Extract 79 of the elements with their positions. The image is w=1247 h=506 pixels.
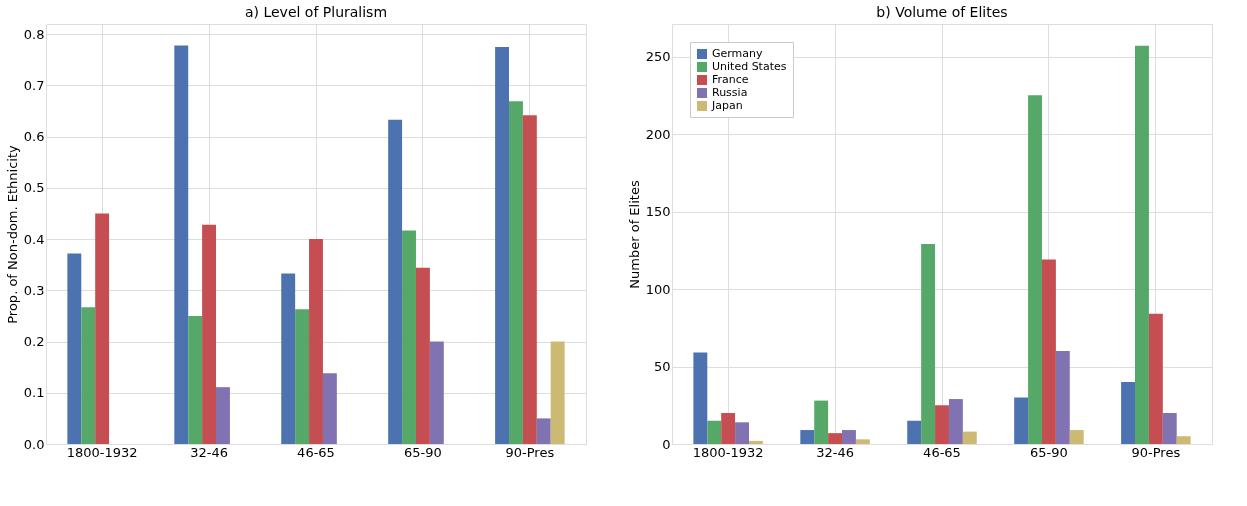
bar bbox=[735, 422, 749, 444]
y-tick-label: 0.5 bbox=[23, 180, 45, 196]
x-tick-label: 65-90 bbox=[404, 444, 442, 460]
bar bbox=[67, 253, 82, 444]
bar bbox=[550, 341, 565, 444]
x-tick-label: 90-Pres bbox=[505, 444, 555, 460]
bar bbox=[202, 224, 217, 444]
y-tick-label: 0.1 bbox=[23, 385, 45, 401]
bar bbox=[1148, 313, 1163, 444]
y-axis-title: Number of Elites bbox=[626, 180, 642, 289]
bar bbox=[1176, 436, 1191, 444]
bar bbox=[522, 115, 537, 444]
bar bbox=[1014, 397, 1029, 444]
bar bbox=[415, 267, 430, 444]
bar bbox=[721, 413, 736, 444]
bar bbox=[81, 307, 96, 444]
y-tick-label: 100 bbox=[645, 281, 671, 297]
bar bbox=[174, 45, 189, 444]
bar bbox=[322, 373, 337, 444]
bar bbox=[921, 244, 936, 444]
x-tick-label: 1800-1932 bbox=[692, 444, 764, 460]
y-tick-label: 0.6 bbox=[23, 129, 45, 145]
bar bbox=[842, 430, 856, 444]
bar bbox=[536, 418, 551, 444]
bar bbox=[429, 341, 444, 444]
bar bbox=[948, 399, 963, 444]
bar bbox=[693, 352, 708, 444]
legend-label: Japan bbox=[711, 99, 743, 112]
x-tick-label: 32-46 bbox=[190, 444, 228, 460]
x-tick-label: 1800-1932 bbox=[66, 444, 138, 460]
bar bbox=[1135, 45, 1149, 444]
bar bbox=[828, 433, 843, 444]
bar bbox=[281, 273, 296, 444]
bar bbox=[188, 315, 203, 444]
bar bbox=[800, 430, 815, 444]
bar bbox=[748, 440, 763, 444]
bar bbox=[707, 420, 722, 444]
x-tick-label: 46-65 bbox=[297, 444, 335, 460]
bar bbox=[309, 239, 323, 444]
y-tick-label: 50 bbox=[653, 359, 671, 375]
y-tick-label: 0.0 bbox=[23, 436, 45, 452]
bar bbox=[388, 119, 403, 444]
bar bbox=[95, 213, 110, 444]
x-tick-label: 32-46 bbox=[816, 444, 854, 460]
bar bbox=[1069, 430, 1084, 444]
y-tick-label: 0 bbox=[662, 436, 671, 452]
bar bbox=[216, 387, 230, 444]
bar bbox=[1028, 95, 1042, 444]
bar bbox=[1121, 382, 1136, 444]
y-tick-label: 200 bbox=[645, 126, 671, 142]
bar bbox=[855, 439, 870, 444]
bar bbox=[295, 309, 310, 444]
legend-label: Russia bbox=[712, 86, 748, 99]
bar bbox=[935, 405, 949, 444]
bar bbox=[1162, 413, 1177, 444]
y-tick-label: 150 bbox=[645, 204, 671, 220]
bar bbox=[962, 431, 977, 444]
x-tick-label: 46-65 bbox=[923, 444, 961, 460]
bar bbox=[1055, 351, 1070, 444]
y-tick-label: 0.7 bbox=[23, 77, 45, 93]
y-axis-title: Prop. of Non-dom. Ethnicity bbox=[4, 144, 20, 324]
y-tick-label: 0.4 bbox=[23, 231, 45, 247]
x-tick-label: 90-Pres bbox=[1131, 444, 1181, 460]
legend-label: France bbox=[712, 73, 749, 86]
legend-label: United States bbox=[712, 60, 787, 73]
y-tick-label: 0.8 bbox=[23, 26, 45, 42]
chart-title: a) Level of Pluralism bbox=[244, 4, 388, 20]
chart-title: b) Volume of Elites bbox=[876, 4, 1008, 20]
x-tick-label: 65-90 bbox=[1030, 444, 1068, 460]
bar bbox=[814, 400, 829, 444]
bar bbox=[907, 420, 922, 444]
y-tick-label: 0.2 bbox=[23, 334, 45, 350]
bar bbox=[509, 101, 523, 444]
bar bbox=[1041, 259, 1056, 444]
legend-label: Germany bbox=[712, 47, 764, 60]
bar bbox=[495, 47, 510, 444]
bar bbox=[402, 230, 416, 444]
y-tick-label: 250 bbox=[645, 49, 671, 65]
y-tick-label: 0.3 bbox=[23, 282, 45, 298]
